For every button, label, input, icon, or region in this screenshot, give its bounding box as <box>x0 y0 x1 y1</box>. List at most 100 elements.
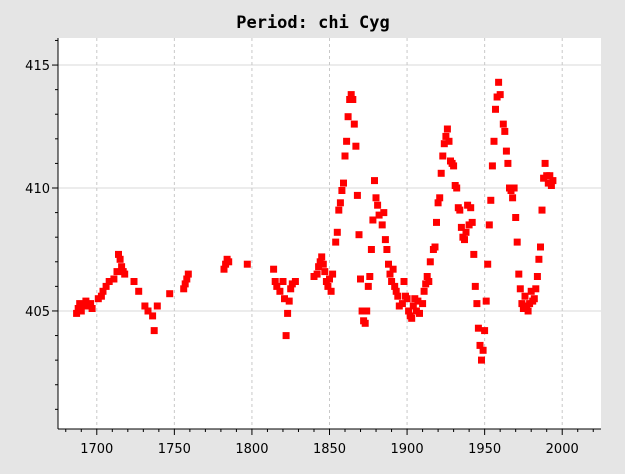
data-point <box>285 297 293 305</box>
data-point <box>281 295 288 303</box>
data-point <box>113 268 121 276</box>
data-point <box>400 278 408 285</box>
data-point <box>467 204 475 212</box>
data-point <box>284 309 292 317</box>
data-point <box>116 255 124 263</box>
data-point <box>457 223 465 231</box>
data-point <box>524 307 532 315</box>
data-point <box>501 127 509 135</box>
data-point <box>77 307 85 315</box>
data-point <box>405 307 413 315</box>
data-point <box>181 280 189 288</box>
data-point <box>87 300 95 308</box>
data-point <box>318 253 326 261</box>
data-point <box>115 250 122 258</box>
data-point <box>270 265 278 273</box>
data-point <box>492 105 499 113</box>
data-point <box>378 221 386 229</box>
data-point <box>425 278 433 285</box>
data-point <box>504 159 512 167</box>
data-point <box>383 246 391 253</box>
data-point <box>408 314 416 322</box>
data-point <box>243 260 251 268</box>
data-point <box>533 273 541 280</box>
data-point <box>409 302 417 310</box>
data-point <box>335 206 343 214</box>
data-point <box>184 270 192 278</box>
y-tick-label: 410 <box>25 182 50 197</box>
data-point <box>481 327 489 335</box>
data-point <box>321 268 329 276</box>
data-point <box>461 236 468 244</box>
data-point <box>118 263 126 271</box>
data-point <box>445 137 453 145</box>
data-point <box>180 285 188 293</box>
data-point <box>546 172 554 180</box>
data-point <box>510 184 518 192</box>
data-point <box>487 196 495 204</box>
data-point <box>97 292 105 300</box>
data-point <box>82 297 90 305</box>
data-point <box>361 319 369 327</box>
data-point <box>364 282 372 290</box>
data-point <box>363 307 371 315</box>
data-point <box>485 221 493 229</box>
data-point <box>271 278 279 285</box>
data-point <box>349 96 357 103</box>
data-point <box>437 169 445 177</box>
data-point <box>392 287 400 295</box>
data-point <box>385 260 392 268</box>
data-point <box>324 282 332 290</box>
data-point <box>535 255 543 263</box>
data-point <box>439 152 447 160</box>
data-point <box>313 270 321 278</box>
data-point <box>374 201 382 209</box>
data-point <box>470 250 478 258</box>
data-point <box>291 278 299 285</box>
data-points <box>73 78 557 364</box>
data-point <box>341 152 349 160</box>
x-tick-label: 1700 <box>80 442 113 457</box>
data-point <box>471 282 479 290</box>
data-point <box>516 285 524 293</box>
data-point <box>419 300 427 308</box>
data-point <box>388 278 396 285</box>
data-point <box>490 137 498 145</box>
data-point <box>149 312 157 320</box>
data-point <box>372 194 380 202</box>
data-point <box>135 287 143 295</box>
data-point <box>279 278 287 285</box>
x-tick-label: 2000 <box>546 442 579 457</box>
data-point <box>287 285 295 293</box>
data-point <box>333 228 341 236</box>
data-point <box>398 300 406 308</box>
data-point <box>474 324 482 332</box>
data-point <box>326 275 333 283</box>
data-point <box>73 309 81 317</box>
data-point <box>355 231 363 239</box>
data-point <box>456 206 464 214</box>
axis-ticks: 405 410 415 1700 1750 1800 1850 1900 1950 2000 <box>25 39 594 457</box>
data-point <box>547 182 555 189</box>
x-tick-label: 1850 <box>313 442 346 457</box>
data-point <box>150 327 158 335</box>
data-point <box>426 258 434 266</box>
data-point <box>371 177 378 185</box>
data-point <box>482 297 490 305</box>
data-point <box>353 191 361 199</box>
chart-title: Period: chi Cyg <box>236 13 390 33</box>
data-point <box>414 297 422 305</box>
data-point <box>495 78 503 86</box>
data-point <box>110 275 118 283</box>
data-point <box>343 137 351 145</box>
data-point <box>394 292 402 300</box>
data-point <box>450 162 458 170</box>
data-point <box>102 282 110 290</box>
data-point <box>499 120 507 128</box>
data-point <box>484 260 492 268</box>
data-point <box>496 91 504 99</box>
data-point <box>144 307 152 315</box>
data-point <box>391 282 399 290</box>
data-point <box>527 287 535 295</box>
